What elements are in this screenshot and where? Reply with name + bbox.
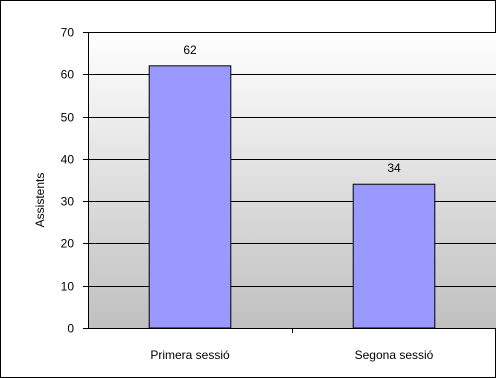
labels: 0 10 20 30 40 50 60 70 62 Primera sessió 34 Segona … <box>61 26 434 363</box>
x-tick-label: Segona sessió <box>355 348 434 362</box>
y-tick-label: 0 <box>67 322 74 336</box>
y-tick-label: 70 <box>61 26 75 40</box>
y-tick-label: 50 <box>61 111 75 125</box>
y-tick-label: 60 <box>61 68 75 82</box>
bar <box>148 65 232 329</box>
y-tick-label: 30 <box>61 195 75 209</box>
y-axis-title: Assistents <box>33 173 47 228</box>
x-tick-label: Primera sessió <box>150 348 230 362</box>
y-tick-label: 20 <box>61 237 75 251</box>
bars <box>148 65 436 329</box>
y-tick-label: 10 <box>61 280 75 294</box>
data-label: 62 <box>183 43 197 57</box>
y-tick-label: 40 <box>61 153 75 167</box>
bar <box>352 183 436 329</box>
data-label: 34 <box>387 161 401 175</box>
